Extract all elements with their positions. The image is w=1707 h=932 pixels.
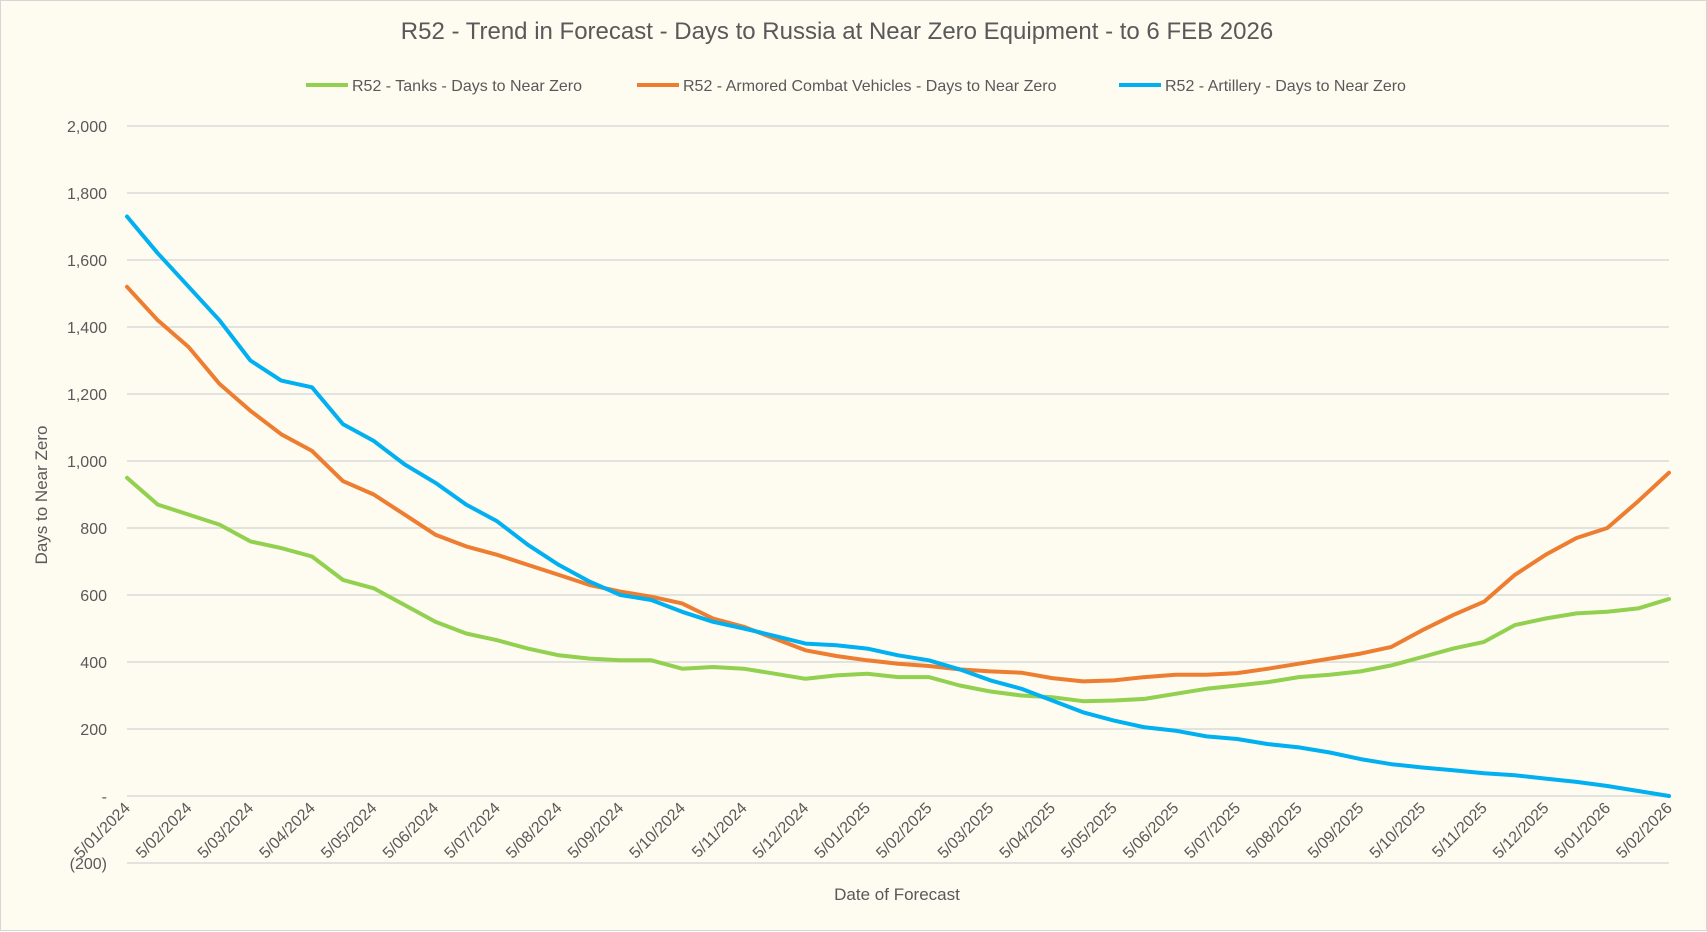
x-tick-label: 5/01/2025 <box>812 800 874 862</box>
x-tick-label: 5/05/2024 <box>318 800 380 862</box>
y-tick-label: 1,800 <box>67 186 107 203</box>
x-tick-label: 5/07/2025 <box>1182 800 1244 862</box>
x-tick-label: 5/02/2026 <box>1613 800 1675 862</box>
y-tick-label: 400 <box>80 655 107 672</box>
x-tick-label: 5/09/2024 <box>565 800 627 862</box>
x-tick-label: 5/06/2024 <box>380 800 442 862</box>
y-tick-label: 1,600 <box>67 253 107 270</box>
y-tick-label: 800 <box>80 521 107 538</box>
y-axis-ticks: (200) - 200 400 600 800 1,000 1,200 1,400 1,600 1,… <box>67 119 107 873</box>
series-line <box>125 475 1671 704</box>
x-tick-label: 5/06/2025 <box>1120 800 1182 862</box>
x-tick-label: 5/08/2025 <box>1243 800 1305 862</box>
x-tick-label: 5/12/2025 <box>1490 800 1552 862</box>
y-tick-label: 1,000 <box>67 454 107 471</box>
x-tick-label: 5/05/2025 <box>1058 800 1120 862</box>
x-tick-label: 5/10/2024 <box>627 800 689 862</box>
legend: R52 - Tanks - Days to Near Zero R52 - Arm… <box>306 78 1406 95</box>
x-tick-label: 5/03/2024 <box>195 800 257 862</box>
x-tick-label: 5/04/2024 <box>257 800 319 862</box>
y-tick-label: 1,400 <box>67 320 107 337</box>
x-axis-ticks: 5/01/2024 5/02/2024 5/03/2024 5/04/2024 5/05… <box>71 800 1675 862</box>
legend-label: R52 - Armored Combat Vehicles - Days to … <box>683 78 1057 95</box>
y-axis-title: Days to Near Zero <box>32 426 51 565</box>
x-tick-label: 5/09/2025 <box>1305 800 1367 862</box>
legend-label: R52 - Artillery - Days to Near Zero <box>1165 78 1406 95</box>
x-axis-title: Date of Forecast <box>834 885 960 904</box>
x-tick-label: 5/04/2025 <box>997 800 1059 862</box>
y-tick-label: 1,200 <box>67 387 107 404</box>
series-line <box>125 214 1671 798</box>
x-tick-label: 5/01/2024 <box>71 800 133 862</box>
x-tick-label: 5/02/2024 <box>133 800 195 862</box>
y-tick-label: 200 <box>80 722 107 739</box>
series-line <box>125 284 1671 684</box>
legend-label: R52 - Tanks - Days to Near Zero <box>352 78 582 95</box>
x-tick-label: 5/10/2025 <box>1367 800 1429 862</box>
x-tick-label: 5/07/2024 <box>442 800 504 862</box>
y-tick-label: (200) <box>70 856 107 873</box>
y-tick-label: 600 <box>80 588 107 605</box>
x-tick-label: 5/08/2024 <box>503 800 565 862</box>
x-tick-label: 5/02/2025 <box>873 800 935 862</box>
x-tick-label: 5/03/2025 <box>935 800 997 862</box>
x-tick-label: 5/01/2026 <box>1552 800 1614 862</box>
chart-title: R52 - Trend in Forecast - Days to Russia… <box>401 18 1273 45</box>
series-lines <box>125 214 1671 798</box>
y-tick-label: - <box>102 789 107 806</box>
y-tick-label: 2,000 <box>67 119 107 136</box>
x-tick-label: 5/11/2024 <box>689 800 751 862</box>
gridlines <box>127 125 1669 864</box>
x-tick-label: 5/11/2025 <box>1429 800 1491 862</box>
x-tick-label: 5/12/2024 <box>750 800 812 862</box>
